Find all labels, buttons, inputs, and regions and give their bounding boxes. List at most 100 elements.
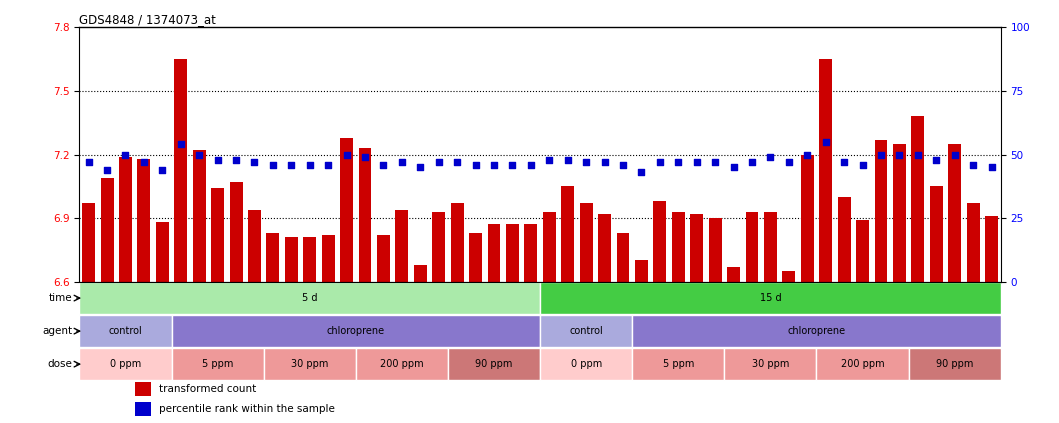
Bar — [230, 182, 243, 282]
Point — [983, 164, 1000, 170]
Bar — [875, 140, 887, 282]
Bar — [838, 197, 850, 282]
Bar — [616, 233, 629, 282]
Point — [891, 151, 908, 158]
Bar — [912, 116, 925, 282]
Point — [283, 161, 300, 168]
Point — [780, 159, 797, 165]
Bar — [540, 315, 632, 347]
Bar — [451, 203, 464, 282]
Bar — [985, 216, 998, 282]
Text: control: control — [109, 326, 142, 336]
Point — [798, 151, 815, 158]
Text: transformed count: transformed count — [159, 384, 256, 394]
Bar — [156, 222, 168, 282]
Bar — [856, 220, 869, 282]
Point — [136, 159, 152, 165]
Point — [338, 151, 355, 158]
Bar — [79, 282, 540, 314]
Bar — [746, 212, 758, 282]
Text: GDS4848 / 1374073_at: GDS4848 / 1374073_at — [79, 14, 216, 26]
Point — [947, 151, 964, 158]
Text: time: time — [49, 293, 72, 303]
Point — [965, 161, 982, 168]
Bar — [359, 148, 372, 282]
Bar — [540, 348, 632, 380]
Bar — [248, 209, 261, 282]
Point — [246, 159, 263, 165]
Point — [228, 156, 245, 163]
Point — [633, 169, 650, 176]
Point — [559, 156, 576, 163]
Text: 15 d: 15 d — [759, 293, 782, 303]
Point — [449, 159, 466, 165]
Point — [357, 154, 374, 160]
Bar — [967, 203, 980, 282]
Point — [651, 159, 668, 165]
Bar — [671, 212, 685, 282]
Bar — [948, 144, 962, 282]
Point — [873, 151, 890, 158]
Bar — [764, 212, 777, 282]
Point — [706, 159, 723, 165]
Text: chloroprene: chloroprene — [788, 326, 845, 336]
Bar — [653, 201, 666, 282]
Text: 0 ppm: 0 ppm — [571, 359, 602, 369]
Bar — [134, 402, 151, 416]
Bar — [119, 157, 132, 282]
Bar — [728, 267, 740, 282]
Bar — [540, 282, 1001, 314]
Bar — [487, 225, 501, 282]
Bar — [395, 209, 409, 282]
Text: 5 d: 5 d — [302, 293, 318, 303]
Bar — [172, 348, 264, 380]
Bar — [193, 150, 205, 282]
Bar — [632, 348, 724, 380]
Text: 5 ppm: 5 ppm — [663, 359, 694, 369]
Bar — [79, 315, 172, 347]
Point — [541, 156, 558, 163]
Bar — [79, 348, 172, 380]
Bar — [690, 214, 703, 282]
Bar — [801, 154, 813, 282]
Point — [504, 161, 521, 168]
Point — [118, 151, 133, 158]
Bar — [175, 59, 187, 282]
Point — [743, 159, 760, 165]
Point — [80, 159, 97, 165]
Point — [854, 161, 870, 168]
Point — [210, 156, 227, 163]
Point — [430, 159, 447, 165]
Bar — [211, 188, 225, 282]
Bar — [134, 382, 151, 396]
Point — [265, 161, 282, 168]
Bar — [322, 235, 335, 282]
Point — [688, 159, 705, 165]
Bar — [448, 348, 540, 380]
Bar — [432, 212, 445, 282]
Point — [614, 161, 631, 168]
Point — [596, 159, 613, 165]
Text: 5 ppm: 5 ppm — [202, 359, 233, 369]
Bar — [356, 348, 448, 380]
Bar — [340, 137, 353, 282]
Bar — [816, 348, 909, 380]
Text: 200 ppm: 200 ppm — [841, 359, 884, 369]
Bar — [469, 233, 482, 282]
Point — [154, 166, 170, 173]
Text: 200 ppm: 200 ppm — [380, 359, 424, 369]
Point — [669, 159, 686, 165]
Bar — [138, 159, 150, 282]
Text: 30 ppm: 30 ppm — [752, 359, 789, 369]
Bar — [172, 315, 540, 347]
Point — [320, 161, 337, 168]
Bar — [579, 203, 593, 282]
Text: control: control — [570, 326, 603, 336]
Text: 0 ppm: 0 ppm — [110, 359, 141, 369]
Point — [394, 159, 411, 165]
Text: chloroprene: chloroprene — [327, 326, 384, 336]
Bar — [83, 203, 95, 282]
Text: 90 ppm: 90 ppm — [475, 359, 513, 369]
Point — [191, 151, 208, 158]
Bar — [264, 348, 356, 380]
